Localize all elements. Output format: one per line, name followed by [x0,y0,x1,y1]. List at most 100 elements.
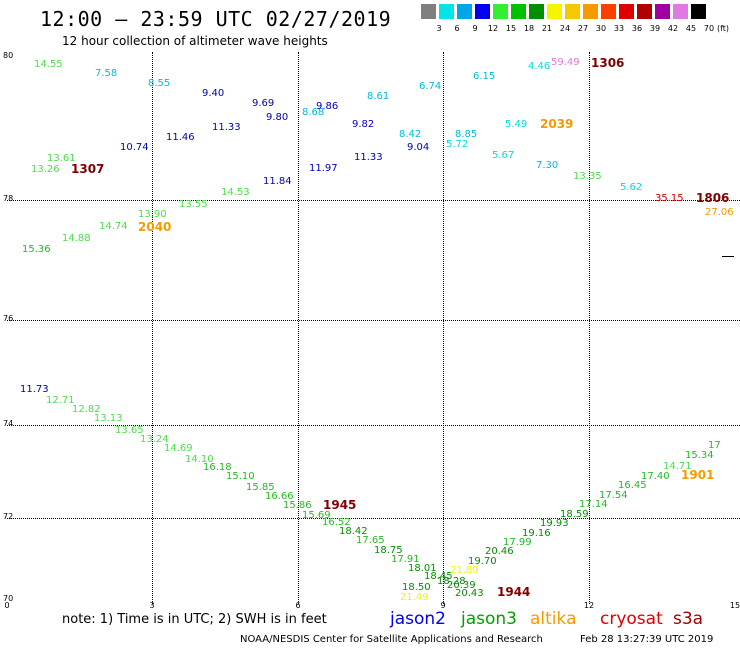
observation-value: 13.26 [31,164,60,175]
edge-tick [722,256,734,257]
grid-line-horizontal [7,518,740,519]
observation-value: 35.15 [655,193,684,204]
grid-line-vertical [589,52,590,604]
observation-value: 5.72 [446,139,469,150]
scale-label: 12 [487,24,499,33]
scale-swatch [547,4,562,19]
satellite-legend-item: altika [530,609,577,629]
observation-value: 18.75 [374,545,403,556]
observation-value: 11.33 [212,122,241,133]
y-tick-label: 78 [3,194,14,203]
observation-value: 18.45 [424,571,453,582]
observation-value: 8.42 [399,129,422,140]
scale-label: 27 [577,24,589,33]
observation-value: 16.45 [618,480,647,491]
observation-value: 10.74 [120,142,149,153]
observation-value: 17.40 [641,471,670,482]
scale-swatch [583,4,598,19]
scale-swatch [691,4,706,19]
pass-time-label: 1945 [323,498,357,512]
observation-value: 20.46 [485,546,514,557]
observation-value: 19.70 [468,556,497,567]
observation-value: 18.59 [560,509,589,520]
observation-value: 7.58 [95,68,118,79]
observation-value: 20.39 [447,580,476,591]
scale-label: 6 [454,24,460,33]
observation-value: 20.43 [455,588,484,599]
x-tick-label: 15 [729,601,740,610]
observation-value: 14.69 [164,443,193,454]
grid-line-vertical [152,52,153,604]
scale-swatch [493,4,508,19]
observation-value: 14.55 [34,59,63,70]
y-tick-label: 74 [3,419,14,428]
observation-value: 17.91 [391,554,420,565]
observation-value: 8.55 [148,78,171,89]
pass-time-label: 1307 [71,162,105,176]
scale-swatch [601,4,616,19]
pass-time-label: 1944 [497,585,531,599]
observation-value: 12.82 [72,404,101,415]
scale-swatch [673,4,688,19]
observation-value: 11.46 [166,132,195,143]
observation-value: 17.54 [599,490,628,501]
observation-value: 15.86 [283,500,312,511]
observation-value: 11.33 [354,152,383,163]
observation-value: 13.61 [47,153,76,164]
observation-value: 12.71 [46,395,75,406]
pass-time-label: 2040 [138,220,172,234]
scale-label: 21 [541,24,553,33]
scale-label: 3 [436,24,442,33]
page-subtitle: 12 hour collection of altimeter wave hei… [62,34,328,48]
observation-value: 27.06 [705,207,734,218]
pass-time-label: 1306 [591,56,625,70]
scale-label: 39 [649,24,661,33]
grid-line-horizontal [7,200,740,201]
observation-value: 19.16 [522,528,551,539]
observation-value: 13.65 [115,425,144,436]
x-tick-label: 0 [4,601,10,610]
observation-value: 14.71 [663,461,692,472]
observation-value: 16.66 [265,491,294,502]
generated-timestamp: Feb 28 13:27:39 UTC 2019 [580,634,714,645]
observation-value: 8.85 [455,129,478,140]
observation-value: 13.55 [179,199,208,210]
scale-swatch [511,4,526,19]
scale-swatch [475,4,490,19]
scale-swatch [565,4,580,19]
observation-value: 8.61 [367,91,390,102]
pass-time-label: 1901 [681,468,715,482]
grid-line-vertical [443,52,444,604]
satellite-legend-item: s3a [673,609,704,629]
observation-value: 14.53 [221,187,250,198]
credit-line: NOAA/NESDIS Center for Satellite Applica… [240,634,543,645]
observation-value: 6.15 [473,71,496,82]
observation-value: 9.40 [202,88,225,99]
observation-value: 13.35 [573,171,602,182]
observation-value: 17.99 [503,537,532,548]
scale-label: 30 [595,24,607,33]
scale-swatch [457,4,472,19]
observation-value: 14.88 [62,233,91,244]
scale-label: 42 [667,24,679,33]
observation-value: 16.18 [203,462,232,473]
scale-swatch [529,4,544,19]
observation-value: 15.85 [246,482,275,493]
scale-swatch [439,4,454,19]
observation-value: 5.49 [505,119,528,130]
y-tick-label: 80 [3,51,14,60]
page-title: 12:00 – 23:59 UTC 02/27/2019 [40,7,392,31]
x-tick-label: 9 [440,601,446,610]
observation-value: 13.90 [138,209,167,220]
observation-value: 15.34 [685,450,714,461]
observation-value: 8.68 [302,107,325,118]
grid-line-horizontal [7,425,740,426]
observation-value: 11.73 [20,384,49,395]
observation-value: 17 [708,440,721,451]
observation-value: 13.24 [140,434,169,445]
footer-note: note: 1) Time is in UTC; 2) SWH is in fe… [62,612,327,627]
observation-value: 15.10 [226,471,255,482]
observation-value: 5.62 [620,182,643,193]
observation-value: 9.80 [266,112,289,123]
scale-unit-label: (ft) [716,24,730,33]
